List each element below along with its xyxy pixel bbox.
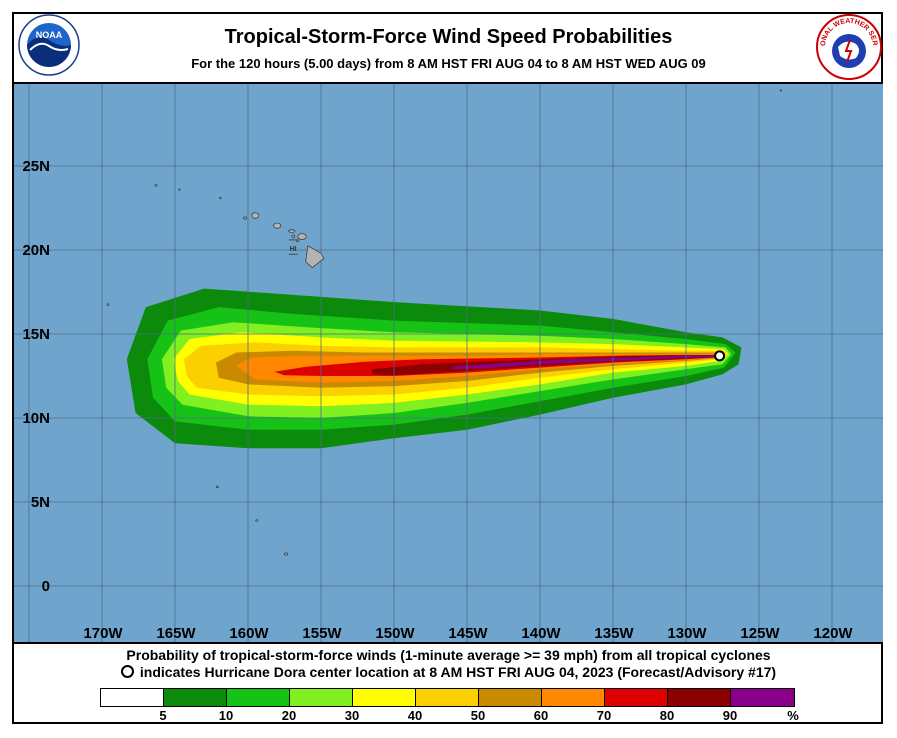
legend-label: 20 bbox=[281, 708, 297, 723]
legend-label: 30 bbox=[344, 708, 360, 723]
legend-swatch bbox=[353, 689, 416, 706]
lon-label: 170W bbox=[83, 625, 123, 642]
legend-swatch bbox=[416, 689, 479, 706]
island-johnston bbox=[106, 303, 110, 306]
lon-label: 145W bbox=[448, 625, 488, 642]
legend-labels: 5 10 20 30 40 50 60 70 80 90% bbox=[0, 708, 897, 724]
island-nw-2 bbox=[178, 188, 181, 191]
nws-logo: NATIONAL WEATHER SERVICE bbox=[816, 14, 882, 80]
legend-swatch bbox=[731, 689, 794, 706]
storm-center-circle-icon bbox=[120, 665, 134, 678]
legend-label: 40 bbox=[407, 708, 423, 723]
lon-label: 125W bbox=[740, 625, 780, 642]
lon-label: 155W bbox=[302, 625, 342, 642]
chart-title: Tropical-Storm-Force Wind Speed Probabil… bbox=[224, 26, 673, 48]
caption-line-2-text: indicates Hurricane Dora center location… bbox=[139, 664, 777, 680]
chart-subtitle: For the 120 hours (5.00 days) from 8 AM … bbox=[191, 56, 706, 71]
legend-swatch bbox=[101, 689, 164, 706]
lon-label: 120W bbox=[813, 625, 853, 642]
island-niihau bbox=[243, 216, 247, 220]
legend-label: % bbox=[787, 708, 799, 723]
island-nihoa bbox=[219, 196, 222, 199]
caption-line-2: indicates Hurricane Dora center location… bbox=[0, 664, 897, 680]
island-kauai bbox=[251, 212, 260, 219]
legend-swatch bbox=[164, 689, 227, 706]
legend-swatch bbox=[668, 689, 731, 706]
state-label-hi: HI bbox=[290, 246, 297, 253]
legend-swatch bbox=[227, 689, 290, 706]
lat-label: 5N bbox=[31, 494, 50, 511]
noaa-logo: NOAA bbox=[18, 14, 80, 76]
island-palmyra bbox=[215, 485, 219, 489]
legend-label: 70 bbox=[596, 708, 612, 723]
lat-label: 15N bbox=[22, 326, 50, 343]
lon-label: 150W bbox=[375, 625, 415, 642]
legend-swatch bbox=[290, 689, 353, 706]
island-nw-1 bbox=[154, 184, 158, 187]
storm-marker bbox=[714, 350, 726, 362]
axis-labels: 170W 165W 160W 155W 150W 145W 140W 135W 130W 125W… bbox=[22, 158, 853, 642]
caption-line-1: Probability of tropical-storm-force wind… bbox=[126, 647, 771, 663]
svg-text:NOAA: NOAA bbox=[36, 30, 63, 40]
lon-label: 165W bbox=[156, 625, 196, 642]
legend-swatch bbox=[605, 689, 668, 706]
legend-label: 10 bbox=[218, 708, 234, 723]
island-hawaii bbox=[305, 245, 325, 269]
probability-bands bbox=[126, 288, 742, 449]
lon-label: 140W bbox=[521, 625, 561, 642]
legend-label: 5 bbox=[159, 708, 167, 723]
storm-center-marker bbox=[714, 350, 726, 362]
legend-swatch bbox=[479, 689, 542, 706]
color-legend bbox=[100, 688, 795, 707]
lat-label: 10N bbox=[22, 410, 50, 427]
lat-label: 25N bbox=[22, 158, 50, 175]
probability-band-10 bbox=[452, 355, 723, 370]
island-oahu bbox=[273, 222, 282, 229]
legend-label: 80 bbox=[659, 708, 675, 723]
probability-map: HI 170W 165W 160W 155W 150W 145W 140W 135W 130W 1… bbox=[14, 84, 883, 642]
island-maui bbox=[297, 233, 307, 240]
legend-label: 50 bbox=[470, 708, 486, 723]
lon-label: 135W bbox=[594, 625, 634, 642]
island-lanai bbox=[291, 234, 296, 238]
legend-swatch bbox=[542, 689, 605, 706]
lon-label: 130W bbox=[667, 625, 707, 642]
island-kiritimati bbox=[284, 552, 288, 556]
island-fanning bbox=[255, 519, 259, 522]
legend-label: 60 bbox=[533, 708, 549, 723]
legend-label: 90 bbox=[722, 708, 738, 723]
lat-lon-grid bbox=[14, 84, 883, 642]
map-panel: HI 170W 165W 160W 155W 150W 145W 140W 135W 130W 1… bbox=[14, 82, 883, 644]
lat-label: 20N bbox=[22, 242, 50, 259]
probability-band-9 bbox=[372, 355, 723, 376]
lon-label: 160W bbox=[229, 625, 269, 642]
lat-label: 0 bbox=[42, 578, 50, 595]
island-molokai bbox=[288, 229, 296, 233]
islands: HI bbox=[106, 89, 783, 556]
island-ne-marker bbox=[779, 89, 783, 92]
